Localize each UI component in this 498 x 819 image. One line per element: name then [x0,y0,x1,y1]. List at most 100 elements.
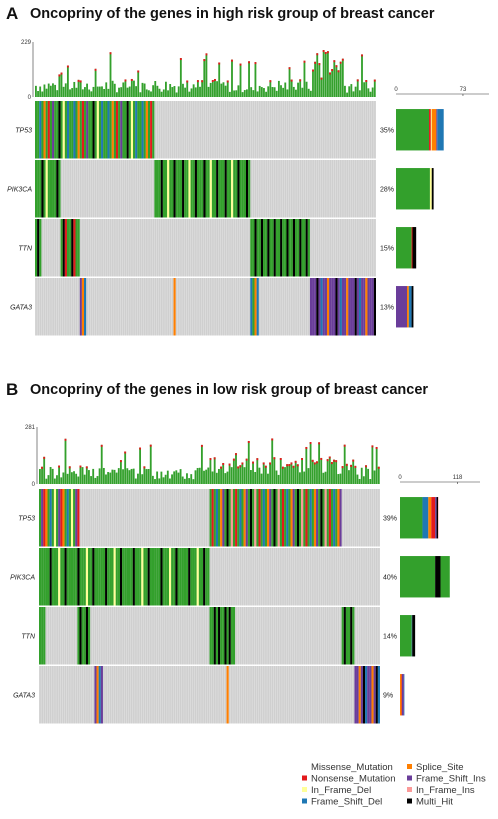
tmb-bar [304,61,306,97]
mutation-cell [142,101,144,159]
mutation-cell [186,548,188,606]
tmb-bar [186,80,188,97]
mutation-cell [261,489,263,547]
tmb-bar-cap [131,79,133,81]
mutation-cell [282,219,284,277]
mutation-cell [103,101,105,159]
mutation-cell [58,489,60,547]
tmb-bar-cap [318,63,320,65]
mutation-cell [152,101,154,159]
legend-label: Frame_Shift_Ins [416,774,486,785]
tmb-bar [259,468,261,484]
mutation-cell [291,219,293,277]
mutation-cell [90,548,92,606]
mutation-cell [112,101,114,159]
tmb-bar [84,87,86,97]
gene-percent-label: 9% [383,692,393,699]
mutation-cell [370,278,372,336]
tmb-bar [233,459,235,484]
tmb-bar-cap [378,467,380,469]
tmb-bar-cap [329,456,331,458]
tmb-bar [143,466,145,484]
mutation-cell [107,548,109,606]
tmb-bar-cap [357,79,359,81]
mutation-cell [288,489,290,547]
tmb-bar [203,59,205,97]
panel-b-letter: B [6,380,18,399]
tmb-bar [75,88,77,97]
tmb-bar-cap [338,70,340,72]
tmb-bar [350,84,352,97]
mutation-cell [316,278,318,336]
tmb-bar [174,86,176,97]
tmb-bar-cap [342,59,344,61]
gene-percent-label: 13% [380,304,394,311]
mutation-cell [233,489,235,547]
tmb-bar-cap [354,466,356,468]
tmb-bar [282,467,284,484]
tmb-bar-cap [256,458,258,460]
tmb-bar [46,89,48,97]
tmb-bar-cap [101,445,103,447]
side-bar-segment [396,286,407,327]
mutation-cell [169,160,171,218]
mutation-cell [199,548,201,606]
tmb-bar [114,470,116,484]
tmb-bar [289,67,291,97]
mutation-cell [88,607,90,665]
mutation-cell [82,101,84,159]
tmb-bar-cap [214,79,216,81]
mutation-cell [367,666,369,724]
mutation-cell [82,278,84,336]
mutation-cell [182,548,184,606]
mutation-cell [263,489,265,547]
tmb-bar [112,81,114,97]
tmb-bar [171,474,173,484]
tmb-bar-cap [43,457,45,459]
mutation-cell [163,548,165,606]
tmb-bar-cap [67,65,69,67]
tmb-bar [248,441,250,484]
tmb-bar [278,81,280,97]
tmb-bar [45,479,47,484]
side-bar-segment [407,286,409,327]
mutation-cell [244,489,246,547]
mutation-cell [62,548,64,606]
mutation-cell [43,548,45,606]
tmb-bar [295,90,297,97]
tmb-bar [35,86,37,97]
tmb-bar [52,469,54,484]
side-bar-segment [431,497,435,538]
tmb-bar [160,472,162,484]
tmb-bar [310,91,312,97]
tmb-bar [299,472,301,484]
mutation-cell [271,489,273,547]
mutation-cell [218,160,220,218]
tmb-bar [43,457,45,484]
mutation-cell [109,548,111,606]
mutation-cell [156,548,158,606]
mutation-cell [116,548,118,606]
mutation-cell [261,219,263,277]
mutation-cell [357,666,359,724]
tmb-bar [265,466,267,484]
mutation-cell [367,278,369,336]
mutation-cell [101,548,103,606]
mutation-cell [312,278,314,336]
tmb-bar [308,468,310,484]
tmb-bar [142,83,144,97]
tmb-bar [48,475,50,484]
mutation-cell [173,548,175,606]
tmb-bar [73,82,75,97]
mutation-cell [80,278,82,336]
tmb-bar-cap [124,451,126,453]
side-bar-segment [400,497,422,538]
mutation-cell [327,278,329,336]
mutation-cell [186,160,188,218]
mutation-cell [158,548,160,606]
side-bar-segment [412,227,413,268]
mutation-cell [62,489,64,547]
tmb-bar [342,59,344,97]
